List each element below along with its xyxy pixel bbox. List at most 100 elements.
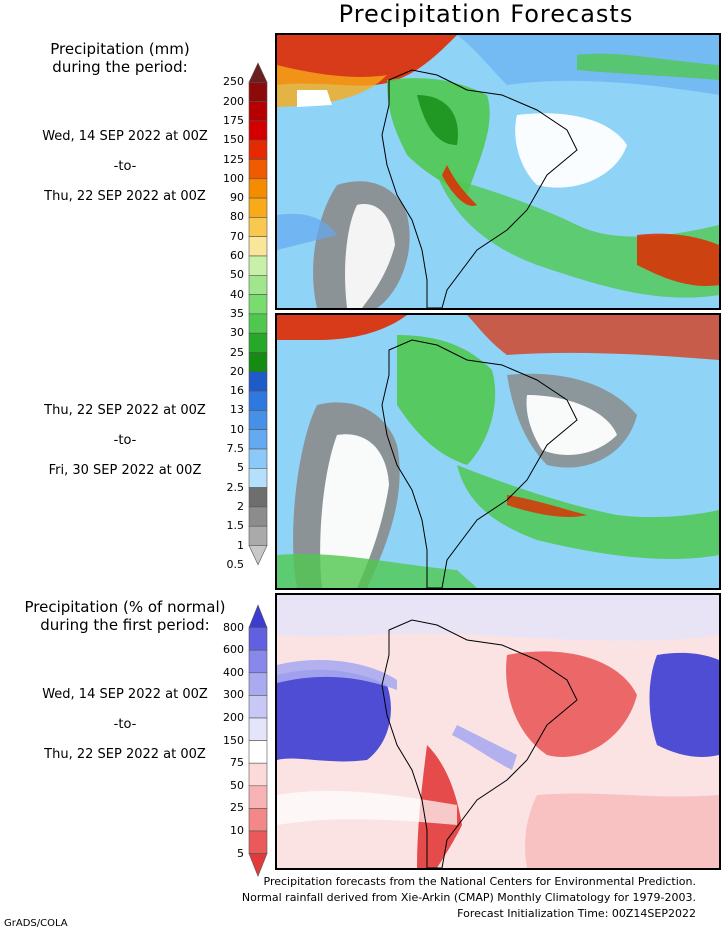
period3-start: Wed, 14 SEP 2022 at 00Z (42, 687, 208, 702)
colorbar-tick-label: 200 (223, 711, 244, 724)
colorbar-swatch (248, 236, 268, 257)
footer-line1: Precipitation forecasts from the Nationa… (263, 875, 697, 888)
map-panel-percent (275, 593, 721, 870)
colorbar-swatch (248, 506, 268, 527)
pct-heading: Precipitation (% of normal) during the f… (10, 598, 240, 634)
period3-dates: Wed, 14 SEP 2022 at 00Z -to- Thu, 22 SEP… (20, 680, 230, 770)
period2-dates: Thu, 22 SEP 2022 at 00Z -to- Fri, 30 SEP… (20, 396, 230, 486)
colorbar-swatch (248, 139, 268, 160)
pct-heading-line1: Precipitation (% of normal) (24, 598, 226, 616)
colorbar-swatch (248, 275, 268, 295)
colorbar-swatch (248, 390, 268, 411)
colorbar-tick-label: 7.5 (226, 442, 245, 455)
colorbar-tick-label: 2 (237, 499, 244, 513)
colorbar-tick-label: 40 (230, 287, 244, 301)
precip-heading-line2: during the period: (52, 58, 188, 76)
colorbar-tick-label: 20 (230, 364, 244, 378)
colorbar-swatch (248, 101, 268, 122)
map-panel-period2 (275, 313, 721, 590)
colorbar-tick-label: 300 (223, 688, 244, 702)
colorbar-bottom-triangle (248, 853, 268, 878)
colorbar-tick-label: 30 (230, 326, 244, 340)
colorbar-tick-label: 50 (230, 778, 244, 792)
colorbar-tick-label: 100 (223, 171, 244, 185)
grads-credit: GrADS/COLA (4, 918, 68, 929)
precip-map-1 (277, 35, 719, 308)
colorbar-swatch (248, 487, 268, 508)
percent-map (277, 595, 719, 868)
colorbar-swatch (248, 808, 268, 832)
precip-map-2 (277, 315, 719, 588)
footer-line2: Normal rainfall derived from Xie-Arkin (… (241, 891, 696, 904)
colorbar-tick-label: 150 (223, 133, 244, 147)
pct-heading-line2: during the first period: (40, 616, 210, 634)
colorbar-bottom-triangle (248, 545, 268, 566)
colorbar-tick-label: 2.5 (226, 480, 245, 494)
colorbar-swatches (248, 604, 268, 878)
colorbar-swatch (248, 197, 268, 218)
colorbar-tick-label: 175 (223, 113, 244, 127)
footer-line3: Forecast Initialization Time: 00Z14SEP20… (457, 907, 696, 920)
colorbar-swatch (248, 255, 268, 276)
colorbar-tick-label: 80 (230, 210, 244, 224)
period1-start: Wed, 14 SEP 2022 at 00Z (42, 129, 208, 144)
colorbar-tick-label: 25 (230, 345, 244, 359)
colorbar-swatch (248, 525, 268, 546)
colorbar-tick-label: 60 (230, 249, 244, 262)
colorbar-tick-label: 5 (237, 461, 244, 475)
colorbar-swatch (248, 217, 268, 237)
period1-end: Thu, 22 SEP 2022 at 00Z (44, 189, 206, 204)
colorbar-swatches (248, 62, 268, 566)
colorbar-top-triangle (248, 62, 268, 83)
colorbar-top-triangle (248, 604, 268, 628)
colorbar-tick-label: 5 (237, 846, 244, 860)
colorbar-swatch (248, 717, 268, 741)
colorbar-swatch (248, 352, 268, 373)
colorbar-tick-label: 125 (223, 152, 244, 166)
colorbar-tick-label: 25 (230, 801, 244, 815)
colorbar-swatch (248, 649, 268, 674)
period3-end: Thu, 22 SEP 2022 at 00Z (44, 747, 206, 762)
map-panel-period1 (275, 33, 721, 310)
footer-notes: Precipitation forecasts from the Nationa… (176, 874, 696, 922)
period2-sep: -to- (113, 433, 137, 448)
colorbar-swatch (248, 81, 268, 102)
colorbar-tick-label: 10 (230, 824, 244, 837)
colorbar-tick-label: 10 (230, 422, 244, 436)
colorbar-swatch (248, 159, 268, 180)
colorbar-tick-label: 16 (230, 384, 244, 398)
colorbar-tick-label: 1.5 (226, 519, 245, 533)
colorbar-swatch (248, 371, 268, 392)
precip-heading: Precipitation (mm) during the period: (20, 40, 220, 76)
colorbar-swatch (248, 762, 268, 787)
period2-end: Fri, 30 SEP 2022 at 00Z (48, 463, 202, 478)
colorbar-swatch (248, 294, 268, 315)
period1-dates: Wed, 14 SEP 2022 at 00Z -to- Thu, 22 SEP… (20, 122, 230, 212)
colorbar-tick-label: 150 (223, 733, 244, 747)
precip-heading-line1: Precipitation (mm) (50, 40, 190, 58)
colorbar-swatch (248, 467, 268, 488)
colorbar-tick-label: 50 (230, 268, 244, 282)
colorbar-swatch (248, 313, 268, 334)
colorbar-tick-label: 0.5 (226, 557, 245, 571)
colorbar-swatch (248, 332, 268, 353)
colorbar-swatch (248, 429, 268, 450)
colorbar-swatch (248, 410, 268, 430)
colorbar-tick-label: 250 (223, 75, 244, 89)
colorbar-tick-label: 70 (230, 229, 244, 243)
colorbar-swatch (248, 830, 268, 854)
colorbar-swatch (248, 178, 268, 199)
period2-start: Thu, 22 SEP 2022 at 00Z (44, 403, 206, 418)
colorbar-swatch (248, 785, 268, 809)
page-title: Precipitation Forecasts (338, 0, 634, 28)
colorbar-swatch (248, 672, 268, 696)
colorbar-tick-label: 800 (223, 620, 244, 634)
colorbar-tick-label: 200 (223, 94, 244, 108)
colorbar-tick-label: 90 (230, 191, 244, 205)
colorbar-tick-label: 75 (230, 756, 244, 770)
colorbar-tick-label: 1 (237, 538, 244, 552)
colorbar-swatch (248, 627, 268, 651)
colorbar-tick-label: 600 (223, 643, 244, 657)
period3-sep: -to- (113, 717, 137, 732)
colorbar-swatch (248, 695, 268, 719)
